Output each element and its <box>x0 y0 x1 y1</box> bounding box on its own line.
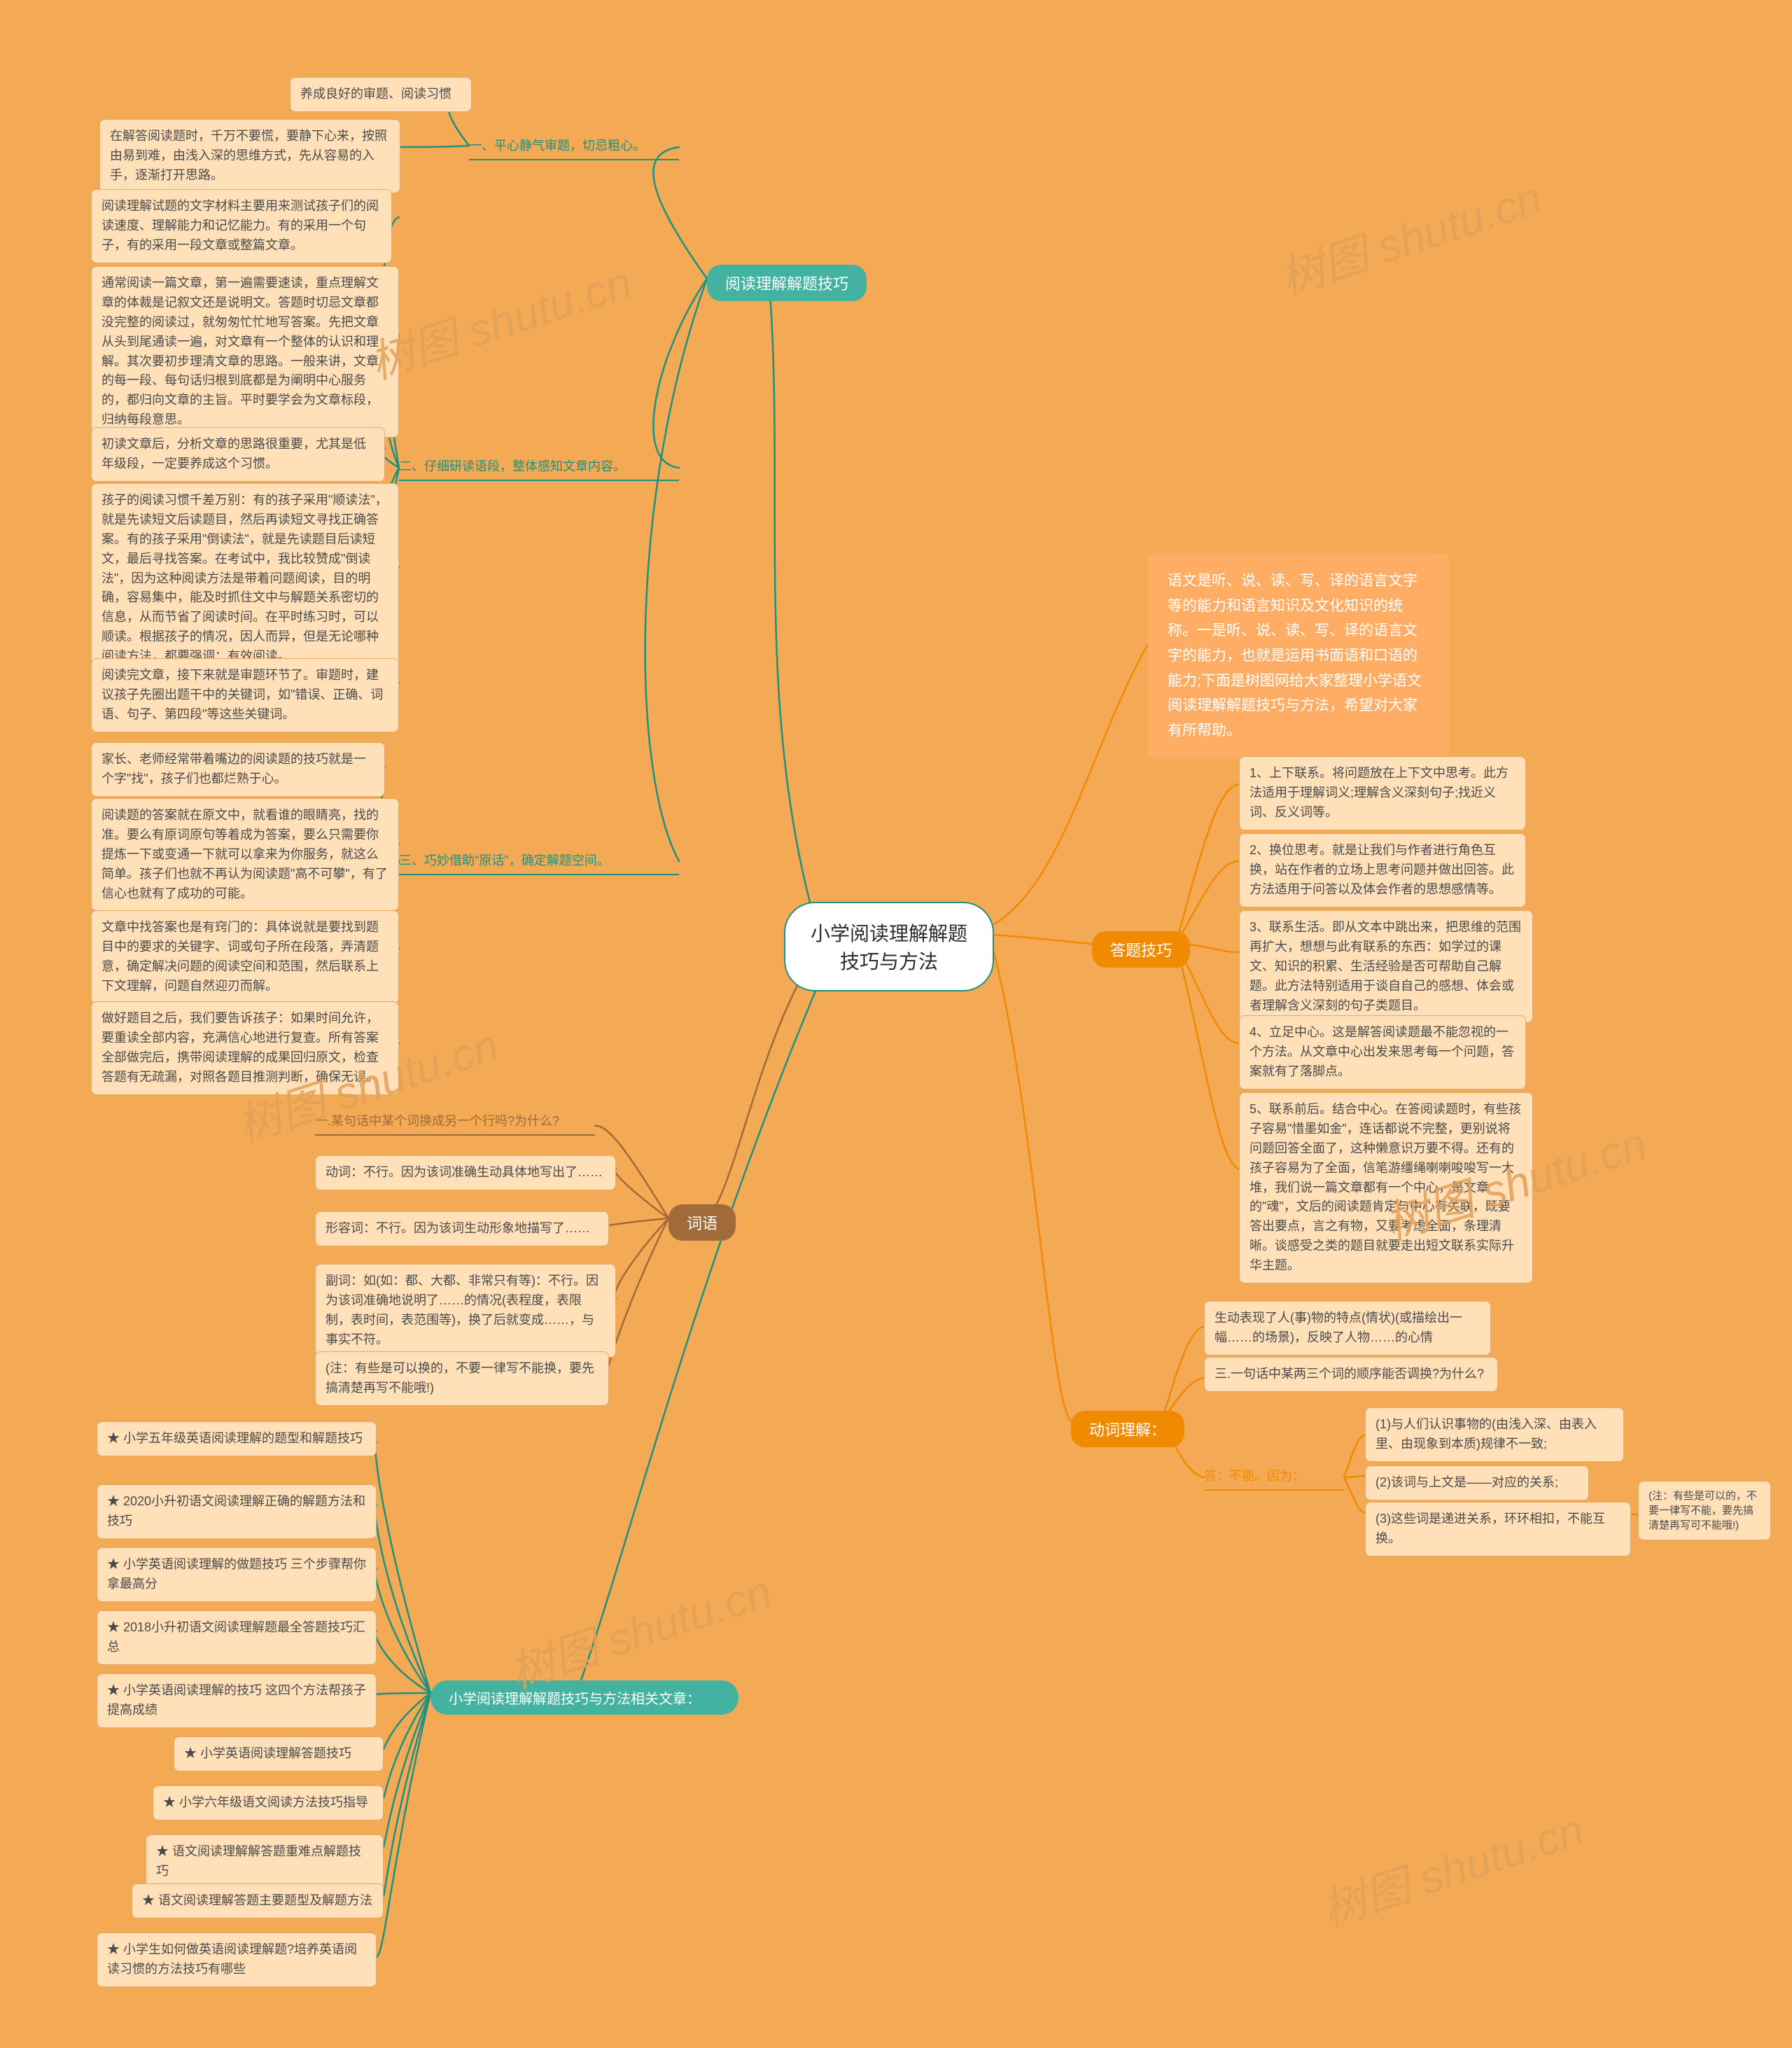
verb-vivid: 生动表现了人(事)物的特点(情状)(或描绘出一幅……的场景)，反映了人物……的心… <box>1204 1301 1491 1356</box>
branch-words: 词语 <box>668 1204 736 1241</box>
verb-reason1: (1)与人们认识事物的(由浅入深、由表入里、由现象到本质)规律不一致; <box>1365 1407 1624 1462</box>
edge-center-related <box>581 966 826 1680</box>
node-empathy: 2、换位思考。就是让我们与作者进行角色互换，站在作者的立场上思考问题并做出回答。… <box>1239 833 1526 907</box>
edge-center-verb <box>994 952 1071 1421</box>
node-center: 4、立足中心。这是解答阅读题最不能忽视的一个方法。从文章中心出发来思考每一个问题… <box>1239 1015 1526 1089</box>
sub-original-words: 三、巧妙借助"原话"，确定解题空间。 <box>399 851 679 875</box>
word-q1: 一.某句话中某个词换成另一个行吗?为什么? <box>315 1112 595 1136</box>
verb-reason3: (3)这些词是递进关系，环环相扣，不能互换。 <box>1365 1502 1631 1556</box>
node-review-question: 阅读完文章，接下来就是审题环节了。审题时，建议孩子先圈出题干中的关键词，如"错误… <box>91 658 399 732</box>
related-9: ★ 小学生如何做英语阅读理解题?培养英语阅读习惯的方法技巧有哪些 <box>97 1932 377 1987</box>
intro-text: 语文是听、说、读、写、译的语言文字等的能力和语言知识及文化知识的统称。一是听、说… <box>1168 573 1422 739</box>
sub-read-carefully: 二、仔细研读语段，整体感知文章内容。 <box>399 457 679 481</box>
watermark: 树图 shutu.cn <box>1312 1794 1590 1939</box>
watermark: 树图 shutu.cn <box>1270 162 1548 307</box>
center-label: 小学阅读理解解题技巧与方法 <box>811 923 967 973</box>
related-8: ★ 语文阅读理解答题主要题型及解题方法 <box>132 1883 384 1918</box>
related-7: ★ 语文阅读理解解答题重难点解题技巧 <box>146 1834 384 1889</box>
node-first-read: 通常阅读一篇文章，第一遍需要速读，重点理解文章的体裁是记叙文还是说明文。答题时切… <box>91 266 399 438</box>
related-2: ★ 小学英语阅读理解的做题技巧 三个步骤帮你拿最高分 <box>97 1547 377 1602</box>
related-5: ★ 小学英语阅读理解答题技巧 <box>174 1736 384 1771</box>
sub-calm: 一、平心静气审题，切忌粗心。 <box>469 137 679 160</box>
related-0: ★ 小学五年级英语阅读理解的题型和解题技巧 <box>97 1421 377 1456</box>
word-verb: 动词：不行。因为该词准确生动具体地写出了…… <box>315 1155 616 1190</box>
word-note: (注：有些是可以换的，不要一律写不能换，要先搞清楚再写不能哦!) <box>315 1351 609 1406</box>
verb-answer-why: 答：不能。因为： <box>1204 1467 1344 1491</box>
verb-reason3-note: (注：有些是可以的，不要一律写不能，要先搞清楚再写可不能哦!) <box>1638 1481 1771 1540</box>
branch-answer-skills: 答题技巧 <box>1092 931 1190 968</box>
branch-related: 小学阅读理解解题技巧与方法相关文章： <box>430 1680 738 1715</box>
word-adv: 副词：如(如：都、大都、非常只有等)：不行。因为该词准确地说明了……的情况(表程… <box>315 1264 616 1358</box>
node-find-trick: 文章中找答案也是有窍门的：具体说就是要找到题目中的要求的关键字、词或句子所在段落… <box>91 910 399 1004</box>
node-context: 1、上下联系。将问题放在上下文中思考。此方法适用于理解词义;理解含义深刻句子;找… <box>1239 756 1526 830</box>
related-1: ★ 2020小升初语文阅读理解正确的解题方法和技巧 <box>97 1484 377 1539</box>
node-habit: 养成良好的审题、阅读习惯 <box>290 77 472 112</box>
node-reading-habits: 孩子的阅读习惯千差万别：有的孩子采用"顺读法"，就是先读短文后读题目，然后再读短… <box>91 483 399 674</box>
node-test-material: 阅读理解试题的文字材料主要用来测试孩子们的阅读速度、理解能力和记忆能力。有的采用… <box>91 189 392 263</box>
node-dont-panic: 在解答阅读题时，千万不要慌，要静下心来，按照由易到难，由浅入深的思维方式，先从容… <box>99 119 400 193</box>
edge-center-answer <box>994 935 1092 944</box>
branch-reading-skills: 阅读理解解题技巧 <box>707 265 867 301</box>
word-adj: 形容词：不行。因为该词生动形象地描写了…… <box>315 1211 609 1246</box>
watermark: 树图 shutu.cn <box>360 246 638 391</box>
related-4: ★ 小学英语阅读理解的技巧 这四个方法帮孩子提高成绩 <box>97 1673 377 1728</box>
watermark: 树图 shutu.cn <box>500 1556 778 1701</box>
related-6: ★ 小学六年级语文阅读方法技巧指导 <box>153 1785 384 1820</box>
node-answer-in-text: 阅读题的答案就在原文中，就看谁的眼睛亮，找的准。要么有原词原句等着成为答案，要么… <box>91 798 399 911</box>
edge-center-intro <box>994 644 1148 924</box>
verb-order-q: 三.一句话中某两三个词的顺序能否调换?为什么? <box>1204 1357 1498 1392</box>
intro-node: 语文是听、说、读、写、译的语言文字等的能力和语言知识及文化知识的统称。一是听、说… <box>1148 553 1449 759</box>
edge-center-words <box>707 959 812 1218</box>
node-recheck: 做好题目之后，我们要告诉孩子：如果时间允许，要重读全部内容，充满信心地进行复查。… <box>91 1001 399 1095</box>
branch-verb-understand: 动词理解： <box>1071 1411 1184 1447</box>
center-node: 小学阅读理解解题技巧与方法 <box>784 902 994 991</box>
edge-center-reading <box>770 294 812 910</box>
node-life: 3、联系生活。即从文本中跳出来，把思维的范围再扩大，想想与此有联系的东西：如学过… <box>1239 910 1533 1023</box>
verb-reason2: (2)该词与上文是——对应的关系; <box>1365 1465 1589 1500</box>
node-analyze: 初读文章后，分析文章的思路很重要，尤其是低年级段，一定要养成这个习惯。 <box>91 427 385 482</box>
related-3: ★ 2018小升初语文阅读理解题最全答题技巧汇总 <box>97 1610 377 1665</box>
node-find: 家长、老师经常带着嘴边的阅读题的技巧就是一个字"找"，孩子们也都烂熟于心。 <box>91 742 385 797</box>
node-before-after: 5、联系前后。结合中心。在答阅读题时，有些孩子容易"惜墨如金"，连话都说不完整，… <box>1239 1092 1533 1283</box>
